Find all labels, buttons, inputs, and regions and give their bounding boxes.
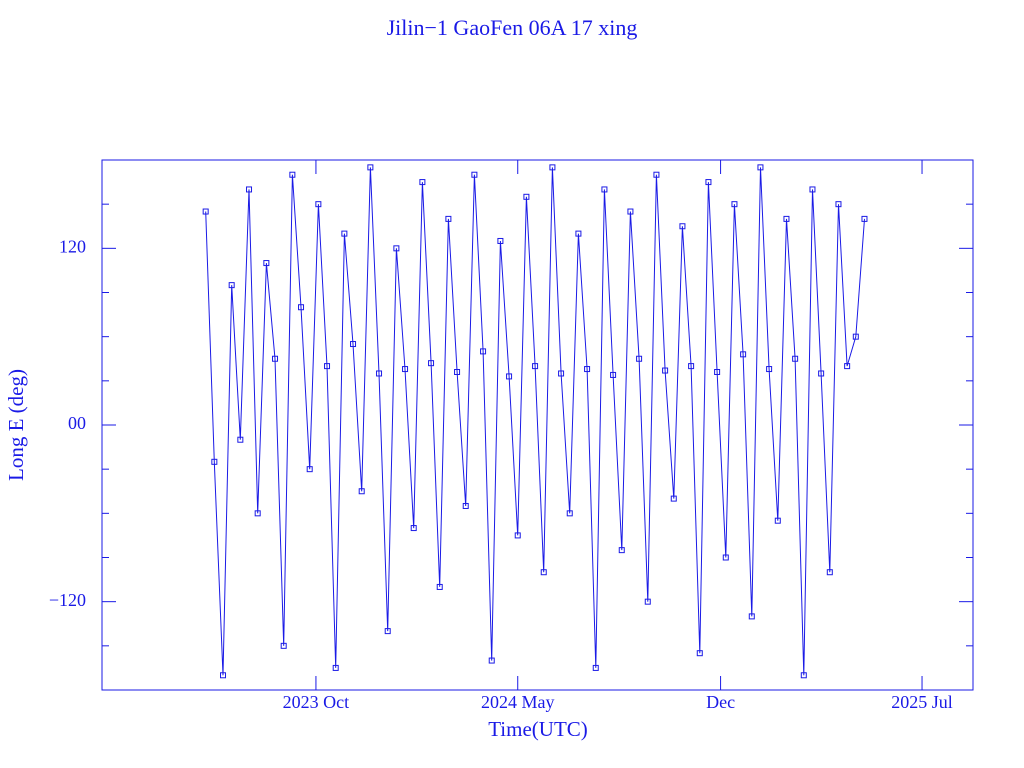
data-point bbox=[514, 532, 521, 539]
data-line bbox=[205, 167, 865, 676]
data-point bbox=[705, 179, 712, 186]
data-point bbox=[566, 510, 573, 517]
data-point bbox=[254, 510, 261, 517]
data-point bbox=[679, 223, 686, 230]
data-point bbox=[740, 351, 747, 358]
x-axis-label: Time(UTC) bbox=[488, 717, 588, 741]
data-point bbox=[324, 363, 331, 370]
data-point bbox=[809, 186, 816, 193]
data-point bbox=[454, 369, 461, 375]
x-tick-label: 2023 Oct bbox=[283, 692, 350, 712]
data-point bbox=[636, 355, 643, 362]
data-point bbox=[410, 525, 417, 532]
data-point bbox=[549, 164, 556, 171]
data-point bbox=[575, 230, 582, 237]
data-point bbox=[818, 370, 825, 377]
data-point bbox=[523, 193, 530, 200]
data-point bbox=[367, 164, 374, 171]
data-point bbox=[202, 208, 209, 215]
data-point bbox=[471, 171, 478, 178]
chart-title: Jilin−1 GaoFen 06A 17 xing bbox=[387, 15, 638, 40]
data-point bbox=[696, 650, 703, 657]
data-point bbox=[844, 363, 851, 370]
data-point bbox=[237, 436, 244, 443]
x-tick-label: 2024 May bbox=[481, 692, 555, 712]
data-point bbox=[272, 355, 279, 362]
data-point bbox=[393, 245, 400, 252]
data-point bbox=[358, 488, 365, 495]
data-point bbox=[506, 373, 513, 380]
data-point bbox=[436, 583, 443, 590]
data-point bbox=[774, 517, 781, 524]
data-point bbox=[748, 613, 755, 620]
data-point bbox=[653, 171, 660, 178]
data-point bbox=[384, 628, 391, 635]
data-point bbox=[540, 569, 547, 576]
data-point bbox=[228, 282, 235, 289]
data-point bbox=[332, 664, 339, 671]
data-point bbox=[757, 164, 764, 171]
data-point bbox=[662, 367, 669, 374]
y-tick-label: 120 bbox=[59, 236, 86, 256]
data-point bbox=[480, 348, 487, 355]
data-point bbox=[792, 355, 799, 362]
data-point bbox=[644, 598, 651, 605]
data-point bbox=[298, 304, 305, 311]
data-point bbox=[722, 554, 729, 561]
data-point bbox=[618, 547, 625, 554]
data-point bbox=[419, 179, 426, 186]
data-point bbox=[341, 230, 348, 237]
data-point bbox=[428, 360, 435, 367]
data-point bbox=[445, 215, 452, 222]
data-point bbox=[497, 237, 504, 244]
data-point bbox=[263, 260, 270, 267]
data-point bbox=[627, 208, 634, 215]
y-tick-label: −120 bbox=[49, 590, 86, 610]
x-tick-label: 2025 Jul bbox=[891, 692, 953, 712]
data-point bbox=[306, 466, 313, 473]
data-point bbox=[688, 363, 695, 370]
y-tick-label: 00 bbox=[68, 413, 86, 433]
data-point bbox=[376, 370, 383, 377]
data-point bbox=[826, 569, 833, 576]
data-point bbox=[558, 370, 565, 377]
data-point bbox=[610, 371, 617, 378]
data-point bbox=[246, 186, 253, 193]
data-point bbox=[488, 657, 495, 664]
data-point bbox=[350, 341, 357, 348]
data-point bbox=[402, 366, 409, 373]
data-point bbox=[462, 502, 469, 509]
x-tick-label: Dec bbox=[706, 692, 735, 712]
data-point bbox=[592, 664, 599, 671]
data-point bbox=[835, 201, 842, 208]
y-axis-label: Long E (deg) bbox=[4, 369, 28, 481]
data-point bbox=[670, 495, 677, 502]
data-point bbox=[315, 201, 322, 208]
data-point bbox=[532, 363, 539, 370]
data-point bbox=[783, 215, 790, 222]
data-point bbox=[714, 369, 721, 375]
data-point bbox=[861, 215, 868, 222]
data-point bbox=[731, 201, 738, 208]
data-point bbox=[766, 366, 773, 373]
data-point bbox=[852, 333, 859, 340]
data-point bbox=[280, 642, 287, 649]
data-point bbox=[220, 672, 227, 679]
data-point bbox=[584, 366, 591, 373]
data-point bbox=[800, 672, 807, 679]
data-point bbox=[601, 186, 608, 193]
data-point bbox=[289, 171, 296, 178]
data-point bbox=[211, 458, 218, 465]
